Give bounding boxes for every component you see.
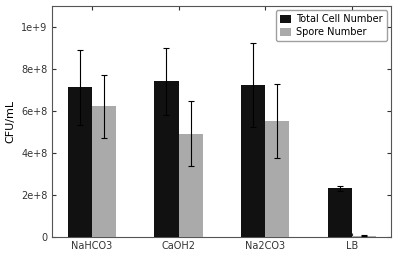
Bar [328,188,352,237]
Y-axis label: CFU/mL: CFU/mL [6,99,15,143]
Bar [179,134,203,237]
Bar [68,87,92,237]
Bar [241,85,265,237]
Bar [352,236,376,237]
Legend: Total Cell Number, Spore Number: Total Cell Number, Spore Number [276,11,387,41]
Bar [154,81,179,237]
Bar [92,106,116,237]
Bar [265,121,289,237]
